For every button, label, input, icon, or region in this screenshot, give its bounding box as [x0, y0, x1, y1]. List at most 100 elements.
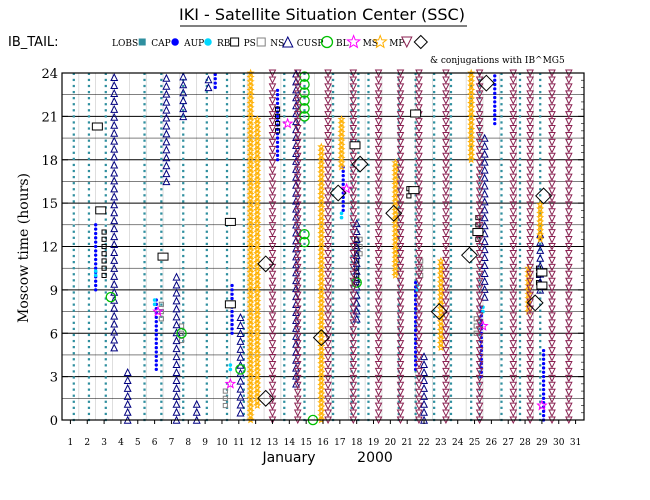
lobs-point: [539, 109, 542, 112]
ms-point: [317, 203, 326, 211]
lobs-point: [87, 291, 91, 294]
lobs-point: [414, 388, 417, 391]
mp-point: [548, 145, 556, 154]
lobs-point: [225, 230, 229, 233]
mp-point: [374, 208, 383, 216]
lobs-point: [242, 84, 245, 88]
legend-symbol-ps: [256, 37, 266, 47]
lobs-point: [87, 139, 91, 142]
lobs-point: [72, 352, 75, 355]
mp-point: [349, 90, 358, 98]
lobs-point: [143, 346, 146, 349]
ps-point: [158, 316, 164, 322]
ns-point: [110, 176, 119, 185]
mp-point: [548, 104, 556, 112]
lobs-point: [478, 382, 481, 385]
mp-point: [268, 298, 277, 307]
lobs-point: [470, 412, 473, 416]
ms-point: [391, 180, 400, 188]
lobs-point: [539, 127, 542, 130]
aup-point: [152, 298, 157, 302]
lobs-point: [72, 382, 75, 385]
lobs-point: [87, 163, 91, 167]
lobs-point: [350, 315, 353, 318]
ns-point: [420, 407, 429, 416]
ns-point: [162, 145, 171, 154]
y-tick-label: 0: [50, 414, 58, 429]
lobs-point: [539, 151, 542, 154]
lobs-point: [470, 285, 473, 288]
lobs-point: [87, 72, 91, 75]
ns-point: [110, 279, 119, 288]
ms-point: [317, 168, 326, 177]
ms-point: [536, 208, 545, 217]
lobs-point: [72, 267, 75, 270]
lobs-point: [87, 133, 91, 136]
lobs-point: [242, 400, 245, 403]
lobs-point: [182, 133, 185, 136]
ms-point: [317, 220, 326, 229]
mp-point: [509, 125, 518, 133]
lobs-point: [72, 321, 75, 324]
lobs-point: [242, 285, 245, 288]
mp-point: [548, 291, 556, 300]
ms-point: [253, 336, 262, 344]
lobs-point: [242, 127, 245, 130]
cap-point: [94, 244, 98, 249]
lobs-point: [72, 127, 75, 130]
cap-point: [493, 121, 497, 126]
cap-point: [341, 174, 345, 178]
cap-point: [154, 333, 158, 337]
lobs-point: [283, 218, 286, 221]
cap-point: [275, 145, 280, 149]
aup-point: [228, 363, 233, 367]
lobs-point: [414, 230, 417, 233]
rb-box: [536, 281, 548, 290]
ns-point: [420, 375, 429, 384]
lobs-point: [225, 333, 229, 337]
lobs-point: [283, 279, 286, 282]
lobs-point: [500, 200, 503, 203]
lobs-point: [160, 218, 163, 221]
mp-point: [268, 340, 277, 348]
lobs-point: [205, 333, 208, 337]
lobs-point: [518, 72, 522, 75]
conjugation-diamond: [329, 184, 347, 202]
ms-point: [317, 333, 326, 342]
x-tick-label: 12: [250, 438, 261, 448]
ms-point: [246, 164, 255, 172]
lobs-point: [160, 303, 163, 306]
cap-point: [275, 123, 280, 127]
mp-point: [268, 291, 277, 300]
lobs-point: [87, 127, 91, 130]
lobs-point: [470, 279, 473, 282]
lobs-point: [397, 121, 400, 124]
lobs-point: [283, 200, 286, 203]
lobs-point: [449, 364, 453, 367]
aup-point: [228, 367, 233, 372]
lobs-point: [518, 260, 522, 264]
lobs-point: [449, 346, 453, 349]
lobs-point: [331, 224, 335, 227]
ms-point: [317, 185, 326, 194]
ns-point: [480, 221, 489, 230]
lobs-point: [518, 394, 522, 397]
mp-point: [548, 381, 556, 390]
lobs-point: [303, 115, 306, 118]
mp-point: [548, 340, 556, 348]
lobs-point: [182, 151, 185, 154]
lobs-point: [205, 169, 208, 173]
lobs-point: [182, 254, 185, 258]
lobs-point: [449, 78, 453, 82]
mp-point: [374, 222, 383, 230]
lobs-point: [350, 309, 353, 312]
mp-point: [324, 208, 332, 216]
rb-box: [157, 252, 169, 261]
lobs-point: [160, 358, 163, 361]
lobs-point: [539, 376, 542, 379]
lobs-point: [225, 327, 229, 331]
lobs-point: [72, 339, 75, 343]
mp-point: [268, 173, 277, 182]
mp-point: [374, 388, 383, 397]
lobs-point: [160, 346, 163, 349]
